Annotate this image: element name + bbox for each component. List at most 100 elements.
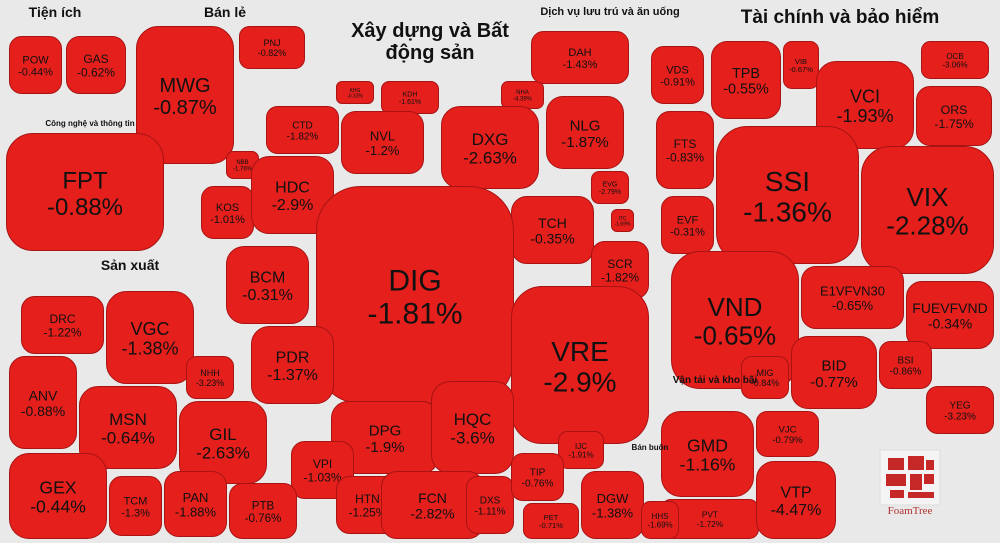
ticker-label: VIX — [907, 182, 949, 212]
ticker-label: NVL — [370, 129, 395, 144]
ticker-label: PTB — [252, 499, 275, 512]
tile — [6, 133, 164, 251]
tile — [791, 336, 877, 409]
ticker-label: DXG — [472, 130, 509, 149]
tile — [136, 26, 234, 164]
group-title: Bán buôn — [631, 443, 669, 452]
ticker-label: PAN — [183, 490, 209, 505]
ticker-label: HHS — [652, 512, 669, 521]
ticker-label: ANV — [29, 387, 58, 403]
change-label: -0.62% — [77, 65, 115, 79]
tile — [816, 61, 914, 149]
change-label: -0.44% — [18, 66, 53, 78]
ticker-label: SSI — [765, 166, 810, 197]
change-label: -4.39% — [513, 97, 533, 103]
ticker-label: KOS — [216, 202, 239, 214]
change-label: -0.55% — [723, 82, 769, 98]
tile — [336, 81, 374, 104]
tile — [783, 41, 819, 89]
tile — [558, 431, 604, 469]
ticker-label: TPB — [732, 66, 760, 82]
ticker-label: EVF — [677, 214, 699, 226]
change-label: -1.38% — [121, 339, 178, 359]
ticker-label: DXS — [480, 496, 501, 507]
ticker-label: TCM — [124, 495, 148, 507]
change-label: -1.93% — [836, 106, 893, 126]
change-label: -0.34% — [928, 315, 972, 331]
tile — [79, 386, 177, 469]
change-label: -0.76% — [245, 512, 282, 525]
ticker-label: PDR — [276, 350, 310, 367]
tile — [226, 246, 309, 324]
ticker-label: FUEVFVND — [912, 300, 987, 316]
tile — [711, 41, 781, 119]
ticker-label: DGW — [597, 491, 630, 506]
ticker-label: PNJ — [263, 38, 280, 48]
change-label: -0.77% — [810, 374, 858, 391]
tile — [611, 209, 634, 232]
change-label: -0.67% — [789, 65, 813, 74]
change-label: -2.79% — [599, 189, 621, 196]
change-label: -0.83% — [666, 150, 704, 164]
ticker-label: NBB — [236, 160, 248, 166]
tile — [531, 31, 629, 84]
tile — [641, 501, 679, 539]
tile — [926, 386, 994, 434]
change-label: -1.43% — [563, 59, 598, 71]
change-label: -1.11% — [475, 507, 506, 518]
tile — [879, 341, 932, 389]
change-label: -0.35% — [530, 230, 574, 246]
change-label: -1.2% — [366, 143, 400, 158]
group-title: Vận tải và kho bãi — [672, 375, 758, 386]
change-label: -1.75% — [934, 117, 973, 131]
change-label: -0.31% — [670, 226, 705, 238]
change-label: -0.86% — [890, 367, 922, 378]
change-label: -3.23% — [196, 378, 225, 388]
tile — [341, 111, 424, 174]
ticker-label: MIG — [757, 368, 774, 378]
ticker-label: OCB — [946, 52, 963, 61]
change-label: -1.88% — [175, 504, 217, 519]
tile — [106, 291, 194, 384]
ticker-label: FTS — [674, 137, 697, 151]
tile — [861, 146, 994, 274]
group-title: Tiện ích — [28, 4, 82, 20]
ticker-label: DAH — [568, 47, 591, 59]
ticker-label: HDC — [275, 180, 310, 197]
change-label: -2.9% — [543, 367, 616, 398]
tile — [651, 46, 704, 104]
ticker-label: HTN — [355, 492, 380, 506]
change-label: -0.65% — [694, 321, 776, 351]
ticker-label: VGC — [130, 319, 169, 339]
ticker-label: VTP — [780, 485, 811, 502]
tile — [251, 326, 334, 404]
change-label: -1.22% — [43, 325, 81, 339]
ticker-label: DPG — [369, 422, 402, 439]
change-label: -1.82% — [601, 270, 639, 284]
ticker-label: VRE — [551, 336, 609, 367]
tile — [239, 26, 305, 69]
change-label: -1.36% — [743, 197, 832, 228]
ticker-label: SCR — [607, 257, 633, 271]
change-label: -1.25% — [348, 505, 386, 519]
change-label: -3.06% — [942, 61, 967, 70]
tile — [441, 106, 539, 189]
ticker-label: BID — [821, 357, 846, 374]
change-label: -2.63% — [196, 444, 250, 463]
tile — [186, 356, 234, 399]
ticker-label: E1VFVN30 — [820, 284, 885, 299]
tile — [229, 483, 297, 539]
change-label: -1.72% — [697, 519, 724, 529]
group-title: Công nghệ và thông tin — [45, 119, 135, 128]
ticker-label: IJC — [575, 442, 587, 451]
tile — [511, 453, 564, 501]
change-label: -1.76% — [233, 167, 253, 173]
group-title: Tài chính và bảo hiểm — [740, 7, 940, 28]
tile — [9, 356, 77, 449]
change-label: -1.87% — [561, 134, 609, 151]
change-label: -0.33% — [347, 93, 363, 99]
change-label: -0.84% — [751, 378, 780, 388]
change-label: -0.44% — [30, 497, 86, 517]
tile — [656, 111, 714, 189]
ticker-label: EVG — [603, 181, 618, 188]
